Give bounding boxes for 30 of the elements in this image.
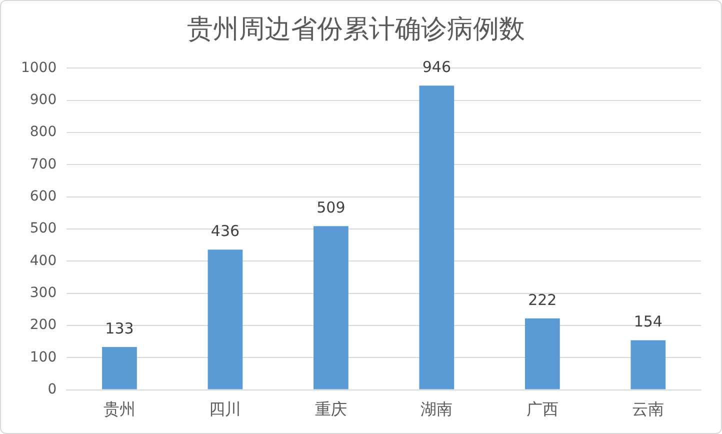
y-tick-label: 0: [48, 381, 57, 398]
bar: [208, 250, 243, 390]
y-tick-label: 800: [30, 124, 57, 140]
chart-title: 贵州周边省份累计确诊病例数: [187, 14, 525, 44]
x-tick-label: 广西: [526, 400, 558, 419]
data-label: 946: [422, 58, 451, 76]
data-label: 154: [634, 312, 662, 331]
y-tick-label: 600: [30, 188, 57, 204]
x-tick-label: 贵州: [103, 400, 136, 419]
y-tick-label: 700: [30, 156, 57, 172]
x-tick-label: 湖南: [420, 400, 453, 419]
bar: [419, 86, 454, 390]
data-label: 436: [210, 222, 240, 240]
bar: [630, 340, 666, 390]
y-tick-label: 1000: [20, 60, 57, 76]
x-tick-label: 四川: [209, 400, 242, 419]
bar: [314, 226, 348, 390]
x-tick-label: 重庆: [314, 400, 347, 419]
y-tick-label: 900: [30, 92, 57, 108]
x-tick-label: 云南: [632, 400, 664, 419]
y-tick-label: 100: [30, 349, 57, 366]
y-tick-label: 300: [30, 284, 57, 301]
data-label: 222: [528, 290, 557, 309]
y-tick-label: 200: [30, 317, 57, 334]
y-tick-label: 500: [30, 220, 57, 237]
data-label: 133: [105, 319, 134, 338]
y-tick-label: 400: [30, 252, 57, 269]
bar: [102, 347, 137, 390]
data-label: 509: [316, 198, 346, 216]
bar: [524, 318, 560, 390]
